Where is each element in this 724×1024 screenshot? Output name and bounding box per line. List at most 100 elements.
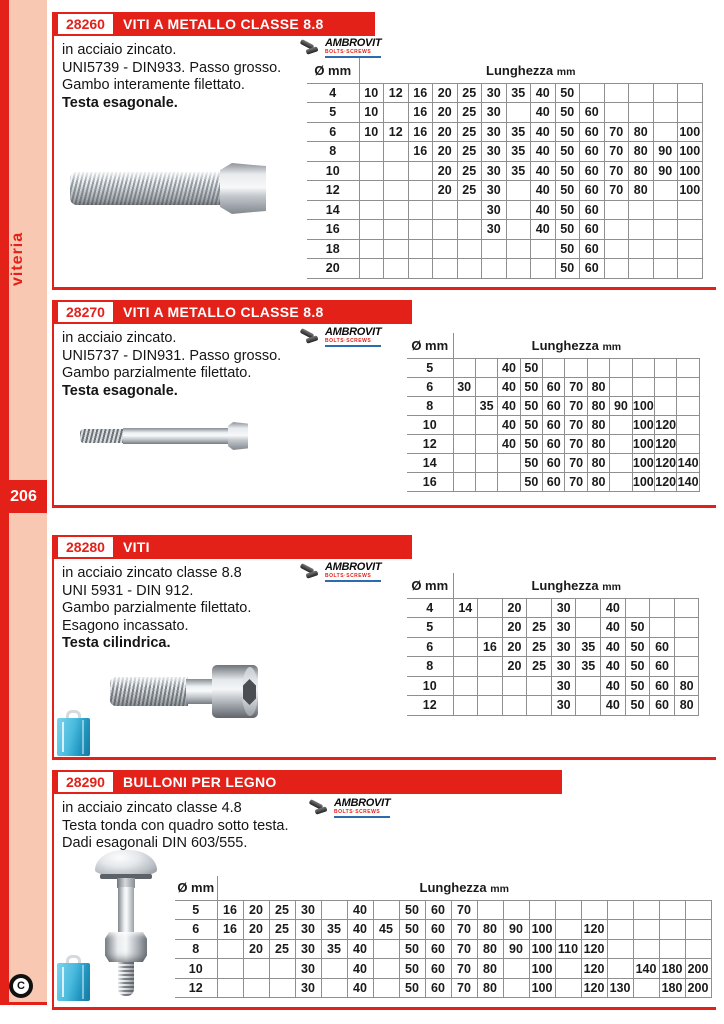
length-cell bbox=[654, 357, 678, 378]
length-cell: 80 bbox=[628, 180, 654, 201]
screws-icon bbox=[299, 38, 322, 56]
product-description: in acciaio zincato classe 8.8 UNI 5931 - … bbox=[62, 565, 251, 653]
description-line-bold: Testa esagonale. bbox=[62, 94, 178, 111]
bolt-threaded-shank bbox=[70, 172, 222, 205]
size-row: 8 35 40 50 60 70 80 90 100 bbox=[407, 395, 700, 416]
size-row: 6 30 40 50 60 70 80 bbox=[407, 376, 700, 397]
brand-underline bbox=[325, 580, 382, 582]
length-cell bbox=[501, 675, 528, 696]
length-cell: 40 bbox=[497, 357, 521, 378]
length-cell: 40 bbox=[497, 395, 521, 416]
length-cell bbox=[684, 899, 712, 921]
diameter-cell: 10 bbox=[175, 958, 218, 979]
length-cell: 60 bbox=[424, 919, 452, 940]
length-cell: 70 bbox=[564, 471, 588, 492]
package-glint bbox=[82, 720, 84, 754]
brand-underline bbox=[325, 56, 382, 58]
section-header-bar: 28260 VITI A METALLO CLASSE 8.8 bbox=[54, 12, 375, 36]
length-cell: 40 bbox=[530, 82, 556, 103]
length-cell: 70 bbox=[450, 919, 478, 940]
length-cell: 60 bbox=[424, 899, 452, 921]
diameter-cell: 5 bbox=[307, 102, 360, 123]
length-cell bbox=[676, 357, 700, 378]
length-cell bbox=[432, 219, 458, 240]
product-description: in acciaio zincato classe 4.8 Testa tonda… bbox=[62, 800, 289, 853]
length-cell: 20 bbox=[501, 597, 528, 618]
description-line: UNI5739 - DIN933. Passo grosso. bbox=[62, 59, 282, 76]
size-row: 10 40 50 60 70 80 100 120 bbox=[407, 414, 700, 435]
length-cell: 16 bbox=[407, 121, 433, 142]
length-cell: 50 bbox=[519, 376, 544, 397]
length-cell bbox=[652, 258, 678, 279]
length-cell: 70 bbox=[564, 376, 588, 397]
length-cell bbox=[609, 452, 633, 473]
length-cell bbox=[502, 958, 530, 979]
length-cell bbox=[564, 357, 588, 378]
diameter-cell: 16 bbox=[307, 219, 360, 240]
length-cell: 30 bbox=[452, 376, 476, 397]
product-code: 28280 bbox=[58, 537, 113, 557]
screw-smooth-shank bbox=[186, 679, 214, 704]
length-cell: 60 bbox=[579, 160, 605, 181]
length-cell: 50 bbox=[554, 160, 580, 181]
diameter-cell: 8 bbox=[307, 141, 360, 162]
length-cell bbox=[603, 258, 629, 279]
length-cell bbox=[530, 258, 556, 279]
ambrovit-logo: AMBROVIT BOLTS·SCREWS bbox=[299, 562, 382, 582]
size-row: 8 20 25 30 35 40 50 60 bbox=[407, 656, 700, 677]
length-cell: 200 bbox=[684, 958, 712, 979]
length-cell: 50 bbox=[398, 919, 426, 940]
length-cell bbox=[603, 102, 629, 123]
length-cell: 30 bbox=[481, 141, 507, 162]
length-cell: 90 bbox=[609, 395, 633, 416]
publisher-logo-icon: C bbox=[9, 974, 33, 998]
length-cell: 16 bbox=[407, 141, 433, 162]
length-cell: 10 bbox=[358, 82, 384, 103]
length-cell: 90 bbox=[652, 141, 678, 162]
length-cell: 80 bbox=[586, 471, 611, 492]
length-cell bbox=[677, 199, 703, 220]
brand-underline bbox=[334, 816, 391, 818]
length-cell bbox=[242, 977, 270, 999]
length-cell: 30 bbox=[550, 636, 577, 657]
length-cell bbox=[542, 357, 566, 378]
length-cell bbox=[649, 617, 675, 638]
length-cell: 60 bbox=[579, 141, 605, 162]
length-cell: 50 bbox=[624, 617, 651, 638]
length-cell bbox=[652, 219, 678, 240]
description-line-bold: Testa cilindrica. bbox=[62, 635, 171, 651]
length-cell bbox=[477, 617, 503, 638]
length-cell bbox=[673, 636, 700, 657]
length-header-unit: mm bbox=[490, 883, 509, 896]
diameter-cell: 14 bbox=[407, 452, 454, 473]
length-cell bbox=[497, 471, 521, 492]
length-cell: 50 bbox=[519, 414, 544, 435]
length-cell bbox=[652, 82, 678, 103]
category-label-vertical: viteria bbox=[9, 231, 26, 287]
length-cell bbox=[407, 238, 433, 259]
length-cell bbox=[358, 180, 384, 201]
length-cell: 16 bbox=[216, 899, 244, 921]
length-cell bbox=[586, 357, 611, 378]
bolt-hex-head bbox=[220, 163, 266, 214]
length-cell: 70 bbox=[603, 180, 629, 201]
bolt-square-neck bbox=[117, 878, 135, 888]
product-photo-hex-bolt-full-thread bbox=[70, 158, 266, 220]
length-cell: 50 bbox=[519, 471, 544, 492]
length-cell bbox=[673, 597, 700, 618]
length-cell: 40 bbox=[530, 121, 556, 142]
length-cell bbox=[628, 258, 654, 279]
length-cell: 30 bbox=[550, 617, 577, 638]
length-cell bbox=[609, 471, 633, 492]
length-cell: 30 bbox=[481, 160, 507, 181]
length-cell bbox=[452, 357, 476, 378]
diameter-cell: 10 bbox=[307, 160, 360, 181]
length-cell bbox=[320, 958, 348, 979]
description-line: in acciaio zincato classe 8.8 bbox=[62, 565, 242, 581]
length-cell bbox=[268, 977, 296, 999]
length-cell bbox=[432, 238, 458, 259]
length-cell: 50 bbox=[398, 958, 426, 979]
length-cell: 20 bbox=[432, 121, 458, 142]
length-cell bbox=[505, 219, 531, 240]
size-row: 14 50 60 70 80 100 120 140 bbox=[407, 452, 700, 473]
